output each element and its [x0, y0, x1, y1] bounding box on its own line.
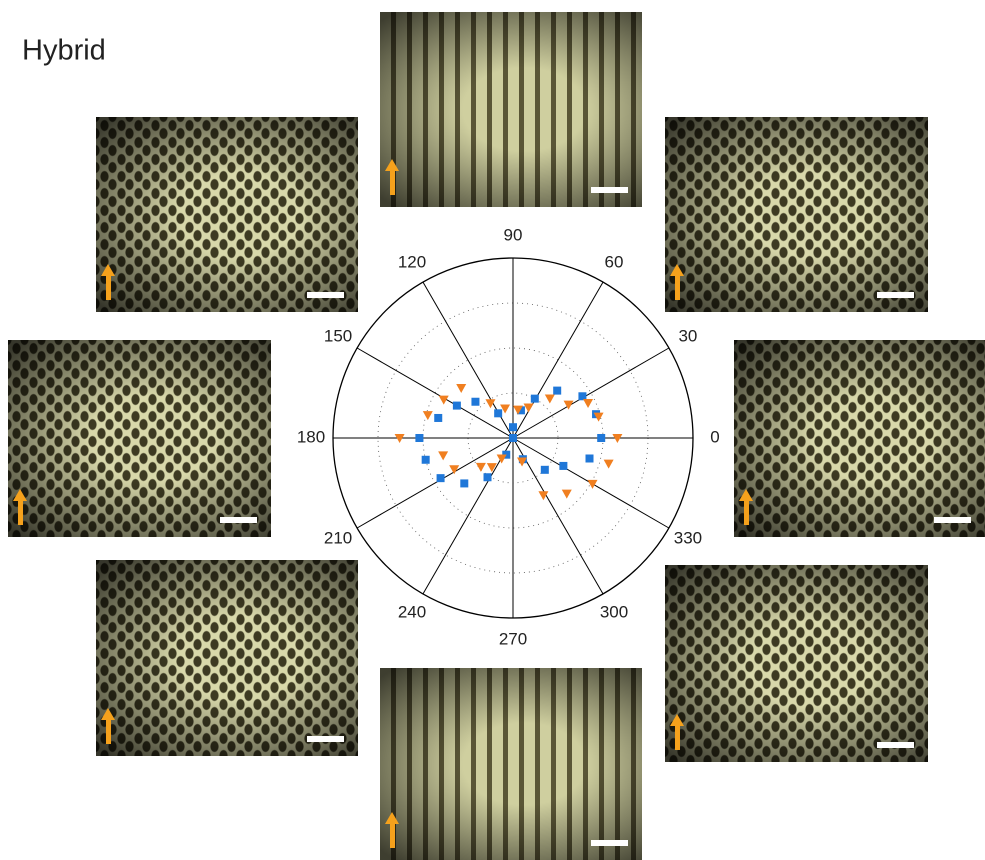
angle-label: 120 — [398, 253, 426, 272]
point — [559, 462, 567, 470]
point — [509, 434, 517, 442]
angle-label: 330 — [674, 528, 702, 547]
angle-label: 30 — [678, 326, 697, 345]
point — [531, 395, 539, 403]
angle-label: 90 — [504, 225, 523, 244]
point — [434, 414, 442, 422]
polar-chart: Hybrid 0 30 60 90 120 150 180 210 240 270 300 330 — [0, 0, 985, 860]
angle-label: 60 — [605, 253, 624, 272]
angle-label: 240 — [398, 602, 426, 621]
point — [494, 409, 502, 417]
angle-label: 270 — [499, 629, 527, 648]
angle-label: 150 — [324, 326, 352, 345]
point — [586, 454, 594, 462]
point — [453, 402, 461, 410]
angle-label: 180 — [297, 427, 325, 446]
angle-label: 210 — [324, 528, 352, 547]
point — [437, 474, 445, 482]
point — [471, 398, 479, 406]
angle-label: 0 — [710, 427, 719, 446]
figure: Hybrid 0306090120150180210240270300330 (… — [0, 0, 985, 860]
point — [422, 456, 430, 464]
point — [460, 479, 468, 487]
angle-label: 300 — [600, 602, 628, 621]
point — [509, 423, 517, 431]
point — [597, 434, 605, 442]
point — [415, 434, 423, 442]
point — [553, 387, 561, 395]
point — [484, 473, 492, 481]
point — [541, 466, 549, 474]
chart-title: Hybrid — [22, 35, 106, 67]
